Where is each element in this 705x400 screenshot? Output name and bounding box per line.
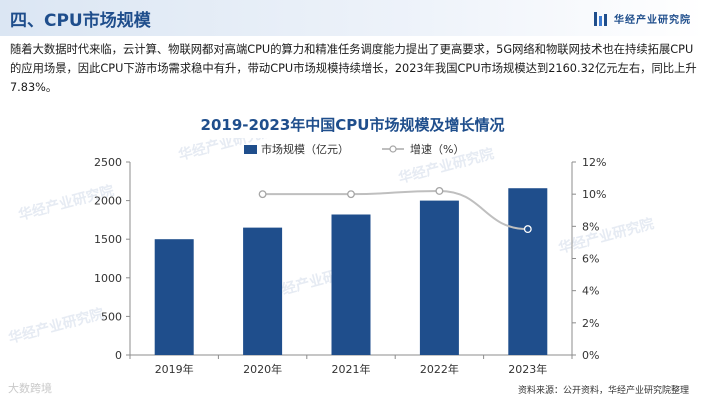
bar xyxy=(243,227,283,355)
bar xyxy=(419,200,459,355)
y-left-tick-label: 1500 xyxy=(94,233,122,246)
legend-bar-swatch xyxy=(244,145,257,154)
growth-point xyxy=(435,187,444,195)
brand: 华经产业研究院 xyxy=(594,11,691,26)
x-tick-label: 2023年 xyxy=(508,362,547,376)
watermark-text: 华经产业研究院 xyxy=(557,215,656,257)
legend-line-label: 增速（%） xyxy=(410,142,464,156)
bar xyxy=(508,188,548,355)
x-tick-label: 2020年 xyxy=(243,362,282,376)
growth-point xyxy=(523,225,532,234)
y-right-tick-label: 12% xyxy=(582,156,606,169)
cpu-market-chart: 华经产业研究院华经产业研究院华经产业研究院华经产业研究院华经产业研究院华经产业研… xyxy=(7,138,656,376)
y-right-tick-label: 10% xyxy=(582,188,606,201)
y-left-tick-label: 2000 xyxy=(94,195,122,208)
y-right-tick-label: 6% xyxy=(582,253,599,266)
y-left-tick-label: 500 xyxy=(101,310,122,323)
y-left-tick-label: 1000 xyxy=(94,272,122,285)
growth-point xyxy=(347,190,355,199)
legend-bar-label: 市场规模（亿元） xyxy=(261,142,349,156)
y-left-tick-label: 2500 xyxy=(94,156,122,169)
growth-line xyxy=(262,189,528,231)
brand-logo-icon xyxy=(594,11,608,26)
y-right-tick-label: 2% xyxy=(582,317,599,330)
y-right-tick-label: 4% xyxy=(582,285,599,298)
page-title: 四、CPU市场规模 xyxy=(10,11,151,31)
corner-watermark-logo: 大数跨境 xyxy=(8,382,52,395)
intro-paragraph: 随着大数据时代来临，云计算、物联网都对高端CPU的算力和精准任务调度能力提出了更… xyxy=(10,43,697,94)
header-bar: 四、CPU市场规模 华经产业研究院 xyxy=(0,0,705,36)
corner-watermark: 大数跨境 xyxy=(8,380,52,396)
chart-title: 2019-2023年中国CPU市场规模及增长情况 xyxy=(200,116,505,134)
y-left-tick-label: 0 xyxy=(115,349,122,362)
x-tick-label: 2019年 xyxy=(155,362,194,376)
y-right-tick-label: 0% xyxy=(582,349,599,362)
watermark-text: 华经产业研究院 xyxy=(7,305,106,347)
legend-line-marker xyxy=(389,145,397,153)
x-tick-label: 2022年 xyxy=(420,362,459,376)
x-tick-label: 2021年 xyxy=(332,362,371,376)
bar xyxy=(154,239,194,355)
y-right-tick-label: 8% xyxy=(582,220,599,233)
brand-name: 华经产业研究院 xyxy=(614,15,691,26)
bar xyxy=(331,214,371,355)
source-note: 资料来源：公开资料，华经产业研究院整理 xyxy=(517,386,689,396)
growth-point xyxy=(258,190,267,199)
